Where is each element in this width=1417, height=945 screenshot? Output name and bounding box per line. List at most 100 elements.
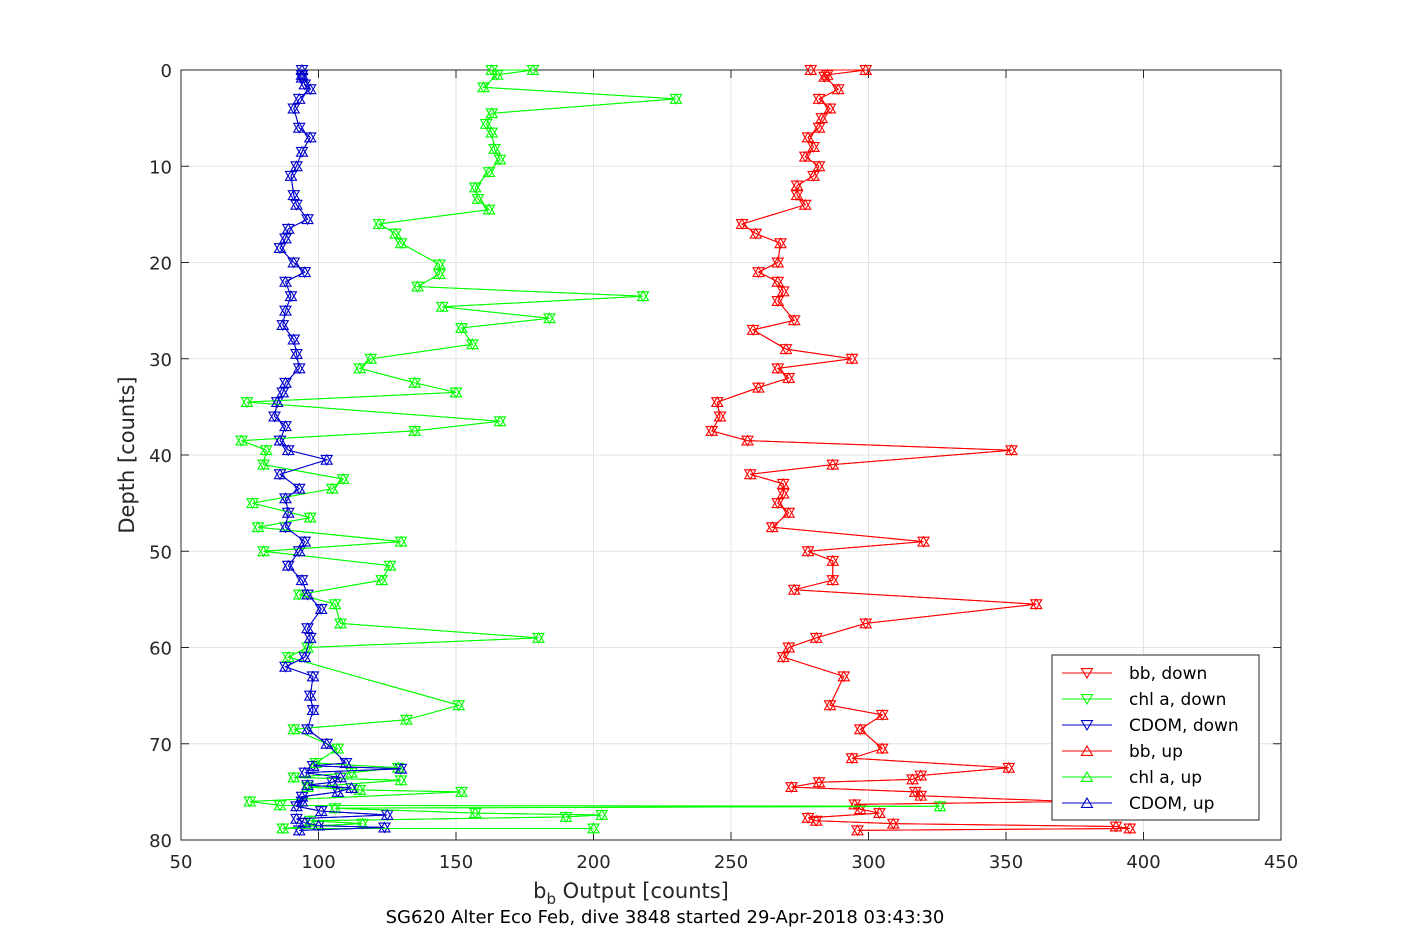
data-point xyxy=(466,338,479,350)
x-tick-label: 50 xyxy=(170,852,193,873)
data-point xyxy=(853,723,867,735)
data-point xyxy=(746,323,760,335)
data-point xyxy=(292,545,306,557)
data-point xyxy=(320,737,334,749)
legend-label: CDOM, up xyxy=(1129,794,1214,814)
data-point xyxy=(281,222,295,234)
data-point xyxy=(301,213,314,225)
data-point xyxy=(485,126,499,138)
data-point xyxy=(287,723,301,735)
legend-box xyxy=(1051,654,1260,821)
x-tick-label: 100 xyxy=(301,852,335,873)
x-axis-label-main: b xyxy=(533,879,546,903)
legend[interactable]: bb, down chl a, down CDOM, down bb, up chl a… xyxy=(1051,654,1260,821)
data-point xyxy=(823,699,837,711)
data-point xyxy=(831,83,845,95)
data-point xyxy=(735,217,749,229)
legend-label: CDOM, down xyxy=(1129,716,1239,736)
data-point xyxy=(782,506,796,518)
data-point xyxy=(455,785,468,797)
data-point xyxy=(859,617,873,629)
data-point xyxy=(287,189,301,201)
data-point xyxy=(295,574,309,586)
y-tick-label: 60 xyxy=(149,639,172,660)
data-point xyxy=(812,121,826,133)
data-point xyxy=(826,574,840,586)
data-point xyxy=(334,617,347,629)
data-point xyxy=(328,598,342,610)
data-point xyxy=(345,781,358,793)
data-point xyxy=(301,588,314,600)
data-point xyxy=(303,83,317,95)
legend-item[interactable]: CDOM, down xyxy=(1062,716,1239,736)
legend-item[interactable]: bb, up xyxy=(1062,742,1183,762)
data-point xyxy=(886,817,900,829)
series-group xyxy=(235,63,1137,837)
series-5 xyxy=(268,63,408,836)
data-point xyxy=(771,362,785,374)
data-point xyxy=(394,237,408,249)
data-point xyxy=(279,304,292,316)
y-tick-label: 0 xyxy=(161,61,172,82)
data-point xyxy=(807,140,820,152)
data-point xyxy=(1109,820,1123,832)
data-point xyxy=(826,554,840,566)
data-point xyxy=(804,63,818,75)
data-point xyxy=(279,275,292,287)
y-tick-label: 80 xyxy=(149,831,172,852)
data-point xyxy=(710,396,724,408)
data-point xyxy=(345,766,358,778)
data-point xyxy=(801,811,815,823)
data-point xyxy=(493,153,507,165)
y-tick-label: 10 xyxy=(149,157,172,178)
data-point xyxy=(595,808,609,820)
dive-caption: SG620 Alter Eco Feb, dive 3848 started 2… xyxy=(386,907,945,928)
data-point xyxy=(276,319,290,331)
data-point xyxy=(807,169,820,181)
data-point xyxy=(411,280,424,292)
data-point xyxy=(290,198,303,210)
x-tick-label: 150 xyxy=(439,852,473,873)
legend-item[interactable]: chl a, up xyxy=(1062,768,1202,788)
x-tick-label: 450 xyxy=(1264,852,1298,873)
data-point xyxy=(875,742,889,754)
data-point xyxy=(273,242,287,254)
data-point xyxy=(408,424,422,436)
data-point xyxy=(851,824,864,836)
data-point xyxy=(240,396,254,408)
data-point xyxy=(298,651,312,663)
legend-swatch-marker xyxy=(1080,720,1094,732)
data-point xyxy=(257,458,270,470)
data-point xyxy=(279,660,292,672)
legend-item[interactable]: CDOM, up xyxy=(1062,794,1214,814)
data-point xyxy=(1005,444,1018,456)
data-point xyxy=(914,769,928,781)
data-point xyxy=(488,142,501,154)
data-point xyxy=(477,81,490,93)
data-point xyxy=(281,506,295,518)
data-point xyxy=(774,237,787,249)
data-point xyxy=(906,773,919,785)
data-point xyxy=(259,444,273,456)
data-point xyxy=(408,376,422,388)
data-point xyxy=(380,808,394,820)
data-point xyxy=(435,300,449,312)
data-point xyxy=(705,424,719,436)
y-tick-label: 50 xyxy=(149,542,172,563)
data-point xyxy=(257,545,270,557)
legend-item[interactable]: bb, down xyxy=(1062,664,1207,684)
data-point xyxy=(752,381,765,393)
data-point xyxy=(303,689,317,701)
data-point xyxy=(776,651,790,663)
data-point xyxy=(493,415,507,427)
data-point xyxy=(290,800,303,812)
data-point xyxy=(290,160,303,172)
data-point xyxy=(1002,761,1016,773)
data-point xyxy=(543,312,556,324)
legend-item[interactable]: chl a, down xyxy=(1062,690,1226,710)
data-point xyxy=(353,362,367,374)
data-point xyxy=(235,434,248,446)
data-point xyxy=(479,117,493,129)
data-point xyxy=(281,651,295,663)
series-1 xyxy=(235,65,947,835)
